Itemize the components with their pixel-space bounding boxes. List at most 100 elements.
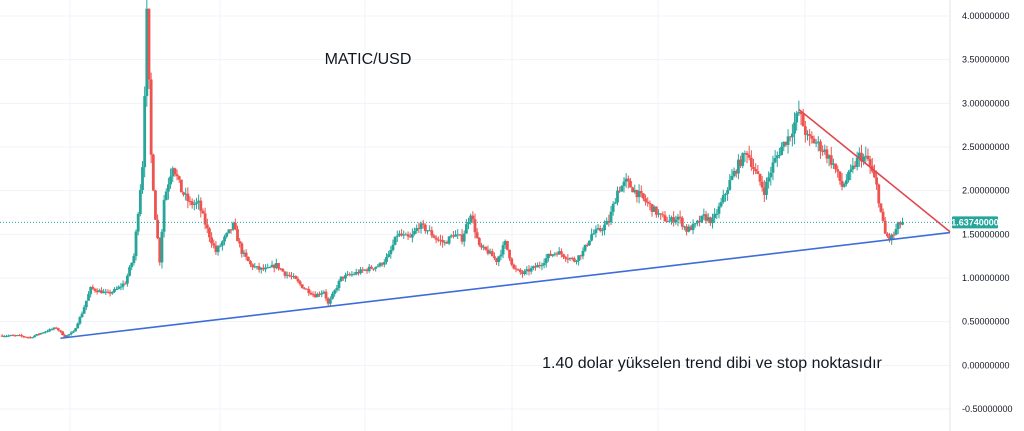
candle-body	[452, 235, 455, 237]
candle-body	[225, 232, 229, 237]
candle-body	[490, 251, 494, 257]
candle-body	[484, 246, 488, 250]
candle-body	[2, 336, 6, 338]
candle-body	[652, 206, 656, 212]
candle-body	[419, 223, 423, 229]
candle-body	[594, 229, 598, 234]
candle-body	[702, 214, 706, 216]
candle-body	[162, 200, 166, 232]
candle-body	[307, 289, 311, 293]
candle-body	[514, 268, 518, 270]
candle-body	[125, 275, 129, 284]
candle-body	[242, 252, 246, 254]
candle-body	[89, 286, 93, 295]
candle-body	[734, 170, 738, 174]
candle-body	[667, 220, 671, 222]
candle-body	[63, 335, 67, 338]
candle-body	[374, 266, 378, 269]
trend-line-falling-resistance[interactable]	[798, 108, 951, 233]
candle-body	[454, 234, 457, 237]
candle-body	[376, 266, 380, 268]
candle-body	[22, 336, 26, 338]
candle-body	[629, 181, 632, 188]
candle-body	[898, 222, 902, 225]
candle-body	[765, 181, 768, 195]
candle-body	[220, 241, 224, 246]
candle-body	[52, 327, 56, 330]
candle-body	[352, 274, 356, 276]
candle-body	[415, 227, 419, 231]
candle-body	[173, 168, 177, 175]
candle-body	[341, 276, 345, 279]
candle-body	[227, 229, 231, 233]
candle-body	[838, 171, 842, 181]
candle-body	[391, 244, 395, 250]
candle-body	[449, 235, 453, 237]
candle-body	[678, 216, 682, 218]
candle-body	[121, 283, 125, 287]
candle-body	[631, 187, 635, 193]
candle-body	[205, 224, 209, 229]
candle-body	[497, 256, 501, 263]
candle-body	[799, 111, 803, 115]
candle-body	[620, 186, 624, 192]
candle-body	[264, 267, 267, 270]
candle-body	[687, 226, 691, 232]
candle-body	[406, 234, 410, 237]
candle-body	[253, 266, 257, 268]
candle-body	[421, 223, 425, 225]
candle-body	[279, 268, 283, 270]
candle-body	[698, 220, 701, 223]
candle-body	[39, 332, 43, 335]
candle-body	[199, 200, 203, 211]
candle-body	[801, 114, 805, 127]
candle-body	[428, 230, 432, 232]
candle-body	[67, 334, 71, 336]
candle-body	[447, 236, 451, 244]
candle-body	[18, 335, 21, 337]
candle-body	[300, 284, 304, 289]
candle-body	[866, 155, 870, 160]
candle-body	[182, 192, 185, 195]
candle-body	[223, 236, 226, 242]
candle-body	[825, 149, 829, 159]
candle-body	[806, 134, 809, 136]
price-axis[interactable]: 4.00000000 3.50000000 3.00000000 2.50000000…	[962, 11, 1013, 414]
candle-body	[439, 239, 442, 241]
candle-body	[404, 234, 408, 236]
candle-body	[829, 155, 833, 165]
candle-body	[549, 253, 552, 256]
y-tick-label: 0.50000000	[962, 317, 1010, 327]
candle-body	[505, 240, 509, 250]
candle-body	[266, 267, 270, 269]
trend-line-rising-support[interactable]	[60, 231, 951, 340]
candle-body	[80, 313, 84, 318]
candle-body	[274, 263, 278, 269]
candle-body	[650, 204, 654, 212]
candle-body	[847, 171, 850, 181]
candle-body	[901, 222, 904, 225]
candle-body	[758, 173, 762, 182]
candle-body	[339, 276, 343, 282]
candle-body	[372, 268, 375, 270]
candle-body	[816, 141, 820, 143]
candle-body	[724, 193, 727, 196]
candle-body	[788, 136, 792, 138]
candle-body	[665, 221, 669, 223]
candle-body	[618, 190, 622, 192]
candle-body	[91, 286, 95, 289]
candles	[0, 0, 904, 339]
current-price-tag: 1.63740000	[951, 216, 999, 229]
candle-body	[298, 281, 302, 285]
candle-body	[555, 253, 559, 255]
candle-body	[128, 267, 131, 276]
candle-body	[803, 126, 807, 135]
candle-body	[134, 231, 138, 257]
candle-body	[685, 226, 688, 232]
candle-body	[208, 228, 211, 238]
candle-body	[175, 174, 179, 177]
candle-body	[523, 270, 527, 275]
candle-body	[9, 335, 13, 337]
candle-body	[749, 157, 753, 167]
